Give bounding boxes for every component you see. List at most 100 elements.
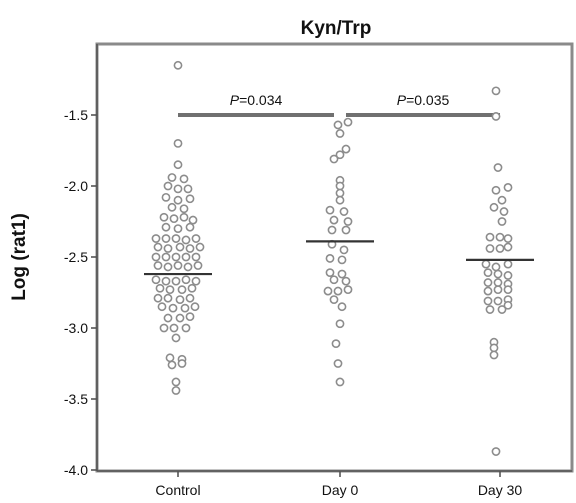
data-point bbox=[491, 86, 501, 96]
data-point bbox=[173, 160, 183, 170]
data-point bbox=[187, 283, 197, 293]
data-point bbox=[489, 202, 499, 212]
data-point bbox=[193, 261, 203, 270]
data-point bbox=[181, 323, 191, 333]
data-point bbox=[503, 300, 513, 310]
data-point bbox=[329, 275, 339, 285]
data-point bbox=[167, 173, 177, 182]
data-point bbox=[161, 234, 171, 243]
data-point bbox=[169, 323, 179, 333]
data-point bbox=[185, 244, 195, 253]
data-point bbox=[491, 447, 501, 456]
data-point bbox=[503, 271, 513, 280]
data-point bbox=[343, 117, 353, 127]
data-point bbox=[335, 377, 345, 387]
data-point bbox=[331, 339, 341, 349]
data-point bbox=[167, 202, 177, 212]
data-point bbox=[503, 285, 513, 295]
data-point bbox=[183, 184, 193, 194]
data-point bbox=[179, 204, 189, 214]
y-tick-label: -2.0 bbox=[64, 178, 88, 194]
data-point bbox=[191, 252, 201, 262]
data-point bbox=[151, 252, 161, 262]
p-value-label: P=0.034 bbox=[230, 92, 283, 108]
data-point bbox=[181, 252, 191, 262]
data-point bbox=[327, 225, 337, 235]
data-point bbox=[185, 312, 195, 322]
data-point bbox=[171, 333, 181, 343]
data-point bbox=[329, 215, 339, 225]
data-point bbox=[168, 303, 178, 313]
data-point bbox=[483, 286, 493, 296]
data-point bbox=[495, 232, 505, 242]
data-point bbox=[489, 343, 499, 353]
data-point bbox=[155, 283, 165, 293]
data-point bbox=[329, 295, 339, 304]
data-point bbox=[497, 217, 507, 226]
data-point bbox=[183, 262, 193, 272]
data-point bbox=[195, 242, 205, 252]
data-point bbox=[181, 275, 191, 285]
data-point bbox=[185, 293, 195, 303]
y-tick-label: -3.0 bbox=[64, 320, 88, 336]
data-points bbox=[151, 60, 513, 456]
data-point bbox=[188, 215, 198, 225]
data-point bbox=[325, 205, 335, 215]
data-point bbox=[179, 212, 189, 222]
data-point bbox=[190, 302, 200, 312]
y-ticks: -1.5 -2.0 -2.5 -3.0 -3.5 -4.0 bbox=[64, 107, 97, 478]
data-point bbox=[339, 245, 349, 255]
data-point bbox=[151, 234, 161, 243]
data-point bbox=[185, 194, 195, 204]
data-point bbox=[175, 313, 185, 323]
data-point bbox=[483, 296, 493, 306]
data-point bbox=[159, 323, 169, 333]
data-point bbox=[497, 195, 507, 205]
data-point bbox=[173, 138, 183, 148]
data-point bbox=[181, 235, 191, 245]
data-point bbox=[339, 207, 349, 216]
data-point bbox=[153, 293, 163, 303]
data-point bbox=[173, 60, 183, 70]
data-point bbox=[337, 302, 347, 312]
data-point bbox=[491, 185, 501, 195]
p-value-label: P=0.035 bbox=[397, 92, 450, 108]
data-point bbox=[481, 259, 491, 269]
y-tick-label: -3.5 bbox=[64, 391, 88, 407]
y-axis-label: Log (rat1) bbox=[9, 213, 30, 301]
data-point bbox=[175, 295, 185, 304]
data-point bbox=[165, 353, 175, 363]
data-point bbox=[153, 242, 163, 252]
data-point bbox=[161, 192, 171, 202]
data-point bbox=[177, 285, 187, 295]
data-point bbox=[341, 276, 351, 286]
data-point bbox=[165, 285, 175, 295]
data-point bbox=[503, 259, 513, 269]
x-category-label: Day 30 bbox=[478, 482, 523, 498]
x-category-label: Day 0 bbox=[322, 482, 359, 498]
data-point bbox=[341, 144, 351, 154]
data-point bbox=[337, 269, 347, 279]
data-point bbox=[485, 305, 495, 314]
data-point bbox=[171, 276, 181, 286]
data-point bbox=[157, 302, 167, 312]
data-point bbox=[485, 232, 495, 242]
data-point bbox=[325, 268, 335, 278]
data-point bbox=[163, 293, 173, 303]
data-point bbox=[503, 183, 513, 192]
y-tick-label: -4.0 bbox=[64, 462, 88, 478]
data-point bbox=[151, 275, 161, 285]
significance-brackets: P=0.034 P=0.035 bbox=[178, 92, 500, 117]
data-point bbox=[161, 252, 171, 262]
data-point bbox=[493, 269, 503, 279]
data-point bbox=[169, 214, 179, 224]
data-point bbox=[335, 319, 345, 329]
data-point bbox=[491, 262, 501, 272]
data-point bbox=[173, 184, 183, 194]
data-point bbox=[493, 285, 503, 295]
data-point bbox=[337, 255, 347, 265]
data-point bbox=[493, 163, 503, 172]
data-point bbox=[335, 181, 345, 191]
data-point bbox=[333, 359, 343, 368]
